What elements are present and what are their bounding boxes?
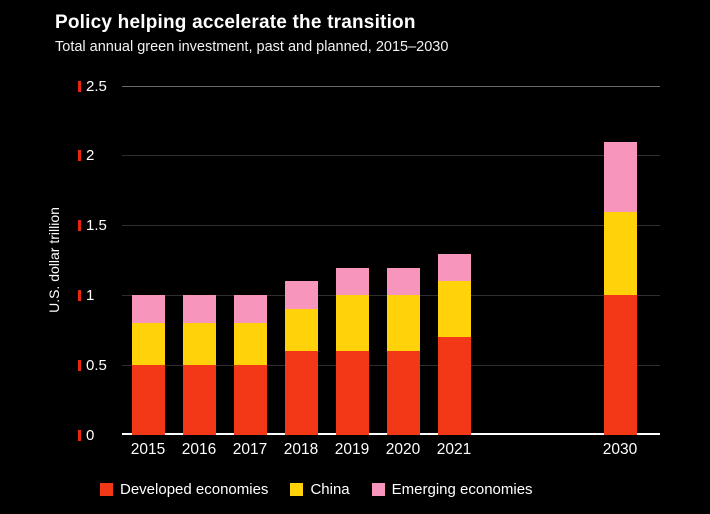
gridline: [122, 85, 660, 87]
y-tick-mark: [78, 359, 81, 371]
legend: Developed economies China Emerging economi…: [100, 481, 533, 498]
legend-item-emerging-economies: Emerging economies: [371, 481, 533, 498]
y-tick: 0: [78, 426, 95, 444]
legend-item-china: China: [290, 481, 350, 498]
bar-segment-developed-economies: [131, 365, 165, 435]
x-tick-label: 2030: [602, 441, 638, 458]
legend-item-developed-economies: Developed economies: [100, 481, 268, 498]
bar-segment-china: [603, 211, 637, 296]
bar-segment-developed-economies: [386, 351, 420, 435]
y-tick: 2: [78, 147, 95, 165]
bar-segment-china: [386, 295, 420, 352]
bar-segment-developed-economies: [182, 365, 216, 435]
y-tick-mark: [78, 220, 81, 232]
y-tick-label: 0: [86, 426, 95, 444]
bar-segment-developed-economies: [603, 295, 637, 435]
bar-segment-emerging-economies: [284, 281, 318, 310]
legend-swatch: [371, 483, 385, 496]
chart-subtitle: Total annual green investment, past and …: [55, 39, 449, 55]
gridline: [122, 294, 660, 296]
x-axis: 2015 2016 2017 2018 2019 2020 2021 2030: [122, 441, 660, 463]
y-axis: 0 0.5 1 1.5 2 2.5: [78, 78, 122, 444]
bar-segment-china: [284, 309, 318, 352]
legend-swatch: [290, 483, 304, 496]
bar-segment-china: [335, 295, 369, 352]
legend-swatch: [100, 483, 113, 496]
x-tick-label: 2016: [181, 441, 217, 458]
y-tick-label: 2.5: [86, 77, 107, 95]
y-tick: 1.5: [78, 217, 107, 235]
x-tick-label: 2021: [436, 441, 472, 458]
y-axis-title: U.S. dollar trillion: [46, 207, 62, 313]
bar-segment-china: [131, 323, 165, 366]
x-tick-label: 2019: [334, 441, 370, 458]
y-tick-label: 1: [86, 286, 95, 304]
chart-title: Policy helping accelerate the transition: [55, 12, 416, 33]
y-tick: 0.5: [78, 356, 107, 374]
legend-label: Developed economies: [120, 481, 269, 498]
bar-segment-emerging-economies: [335, 267, 369, 296]
bar-segment-developed-economies: [233, 365, 267, 435]
bar-segment-emerging-economies: [182, 295, 216, 324]
y-tick-label: 1.5: [86, 217, 107, 235]
x-tick-label: 2017: [232, 441, 268, 458]
legend-label: China: [310, 481, 350, 498]
y-tick-mark: [78, 289, 81, 301]
bar-segment-emerging-economies: [386, 267, 420, 296]
y-tick-label: 2: [86, 147, 95, 165]
bar-segment-developed-economies: [284, 351, 318, 435]
y-tick-label: 0.5: [86, 356, 107, 374]
x-tick-label: 2015: [130, 441, 166, 458]
y-tick: 1: [78, 286, 95, 304]
y-tick-mark: [78, 429, 81, 441]
x-tick-label: 2020: [385, 441, 421, 458]
bar-segment-china: [233, 323, 267, 366]
gridline: [122, 155, 660, 157]
bar-segment-emerging-economies: [603, 141, 637, 212]
y-tick: 2.5: [78, 77, 107, 95]
bar-segment-emerging-economies: [437, 253, 471, 282]
bar-segment-china: [437, 281, 471, 338]
bar-segment-developed-economies: [335, 351, 369, 435]
x-tick-label: 2018: [283, 441, 319, 458]
bar-segment-developed-economies: [437, 337, 471, 435]
bar-segment-emerging-economies: [233, 295, 267, 324]
y-tick-mark: [78, 150, 81, 162]
bar-segment-emerging-economies: [131, 295, 165, 324]
legend-label: Emerging economies: [391, 481, 533, 498]
y-tick-mark: [78, 80, 81, 92]
gridline: [122, 225, 660, 227]
bar-segment-china: [182, 323, 216, 366]
plot-area: [122, 85, 660, 435]
